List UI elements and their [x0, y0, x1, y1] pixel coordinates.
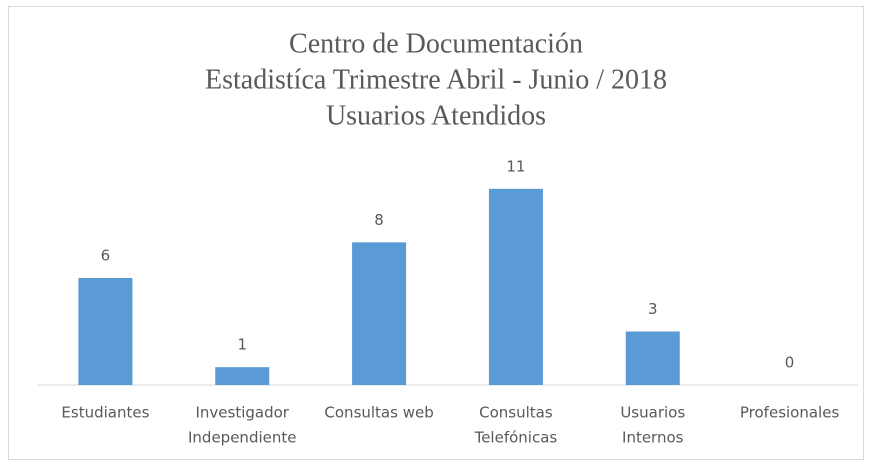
x-tick-label: Profesionales: [740, 404, 840, 422]
data-label: 1: [237, 336, 247, 354]
x-tick-label: Consultas: [479, 404, 553, 422]
bar: [625, 331, 680, 385]
x-tick-label: Telefónicas: [474, 429, 558, 447]
x-tick-label: Investigador: [196, 404, 290, 422]
data-label: 3: [648, 300, 658, 318]
chart-title: Centro de Documentación: [289, 28, 583, 59]
x-tick-label: Internos: [622, 429, 684, 447]
bar: [352, 242, 407, 385]
data-label: 6: [101, 247, 111, 265]
chart-frame: [8, 6, 864, 460]
bar: [215, 367, 270, 385]
data-label: 11: [506, 157, 525, 175]
data-label: 8: [374, 211, 384, 229]
chart-title: Usuarios Atendidos: [326, 100, 546, 131]
x-tick-label: Usuarios: [620, 404, 685, 422]
bar: [78, 278, 133, 385]
x-tick-label: Estudiantes: [61, 404, 149, 422]
bar: [488, 188, 543, 385]
x-tick-label: Consultas web: [324, 404, 433, 422]
chart-title: Estadistíca Trimestre Abril - Junio / 20…: [205, 64, 667, 95]
x-tick-label: Independiente: [188, 429, 296, 447]
data-label: 0: [785, 354, 795, 372]
